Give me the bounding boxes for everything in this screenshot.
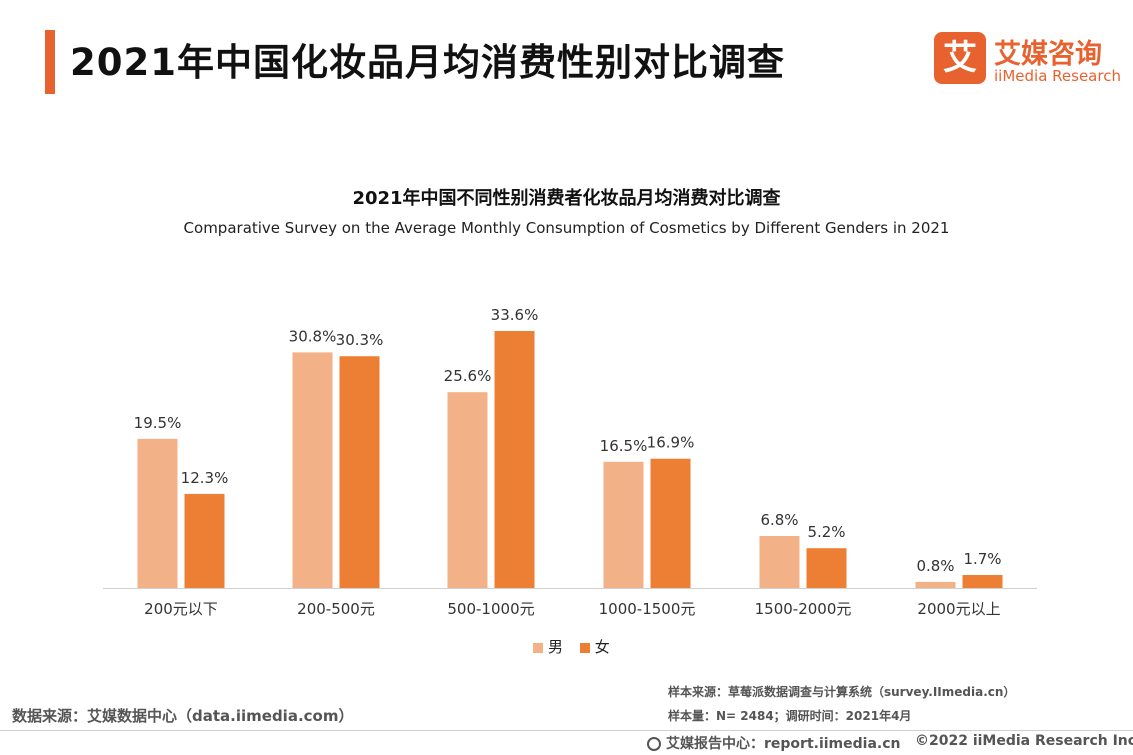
brand-logo: 艾 艾媒咨询 iiMedia Research [934,32,1121,90]
bar-female-1 [339,356,380,588]
data-source: 数据来源：艾媒数据中心（data.iimedia.com） [12,707,354,725]
legend-item-female: 女 [579,636,610,657]
chart-title: 2021年中国不同性别消费者化妆品月均消费对比调查 [352,188,781,209]
x-tick-label-2: 500-1000元 [447,600,534,618]
data-label-female-2: 33.6% [491,306,539,324]
data-label-female-4: 5.2% [807,523,845,541]
data-label-male-1: 30.8% [289,327,337,345]
chart-subtitle: Comparative Survey on the Average Monthl… [183,219,950,237]
title-accent-bar [45,30,55,94]
data-label-male-2: 25.6% [444,367,492,385]
data-label-female-1: 30.3% [336,331,384,349]
bar-female-0 [184,493,225,588]
x-tick-label-1: 200-500元 [297,600,375,618]
legend-item-male: 男 [533,636,563,657]
bar-male-1 [292,352,333,588]
footer-report-center: 艾媒报告中心：report.iimedia.cn [647,733,901,753]
footer-report-center-text: 艾媒报告中心：report.iimedia.cn [666,736,901,752]
bar-female-3 [650,458,691,588]
data-label-male-4: 6.8% [760,511,798,529]
bar-male-0 [137,438,178,588]
legend-swatch-female [579,642,590,653]
bar-female-5 [962,574,1003,588]
data-label-male-3: 16.5% [600,437,648,455]
legend-swatch-male [533,642,543,653]
bar-male-3 [603,461,644,588]
footer-copyright: ©2022 iiMedia Research Inc [915,733,1133,749]
page-title: 2021年中国化妆品月均消费性别对比调查 [70,41,785,84]
data-label-female-0: 12.3% [181,469,229,487]
x-tick-label-0: 200元以下 [144,600,218,618]
data-label-female-5: 1.7% [963,550,1001,568]
sample-source-note: 样本来源：草莓派数据调查与计算系统（survey.IImedia.cn） [668,685,1016,699]
bar-male-2 [447,392,488,588]
data-label-male-5: 0.8% [916,557,954,575]
globe-icon [647,737,661,751]
bar-female-2 [494,331,535,588]
sample-size-note: 样本量：N= 2484；调研时间：2021年4月 [668,709,912,723]
legend-label-female: 女 [594,638,610,656]
data-label-female-3: 16.9% [647,434,695,452]
x-tick-label-4: 1500-2000元 [755,600,852,618]
bar-female-4 [806,548,847,588]
footer-divider [0,730,1133,731]
legend-label-male: 男 [548,638,564,656]
chart-legend: 男 女 [533,636,622,657]
x-tick-label-5: 2000元以上 [917,600,1000,618]
data-label-male-0: 19.5% [134,414,182,432]
logo-name-cn: 艾媒咨询 [994,39,1102,70]
bar-male-5 [915,581,956,588]
x-tick-label-3: 1000-1500元 [599,600,696,618]
logo-name-en: iiMedia Research [994,67,1121,85]
logo-mark-icon: 艾 [934,32,986,84]
bar-male-4 [759,535,800,588]
